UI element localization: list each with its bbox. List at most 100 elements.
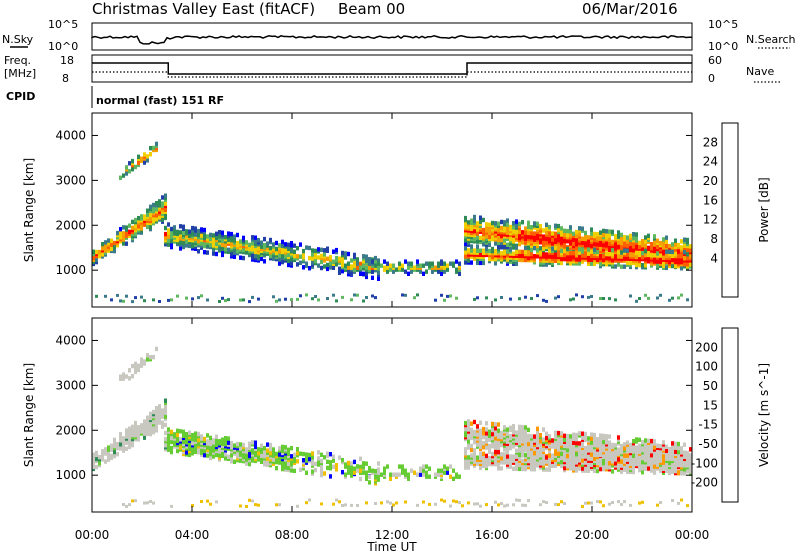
echo-cell [383, 265, 386, 270]
echo-cell [161, 195, 164, 200]
echo-cell [557, 227, 560, 233]
echo-cell [218, 230, 221, 235]
echo-cell [155, 207, 158, 212]
echo-cell [356, 468, 359, 473]
echo-cell [545, 431, 548, 436]
echo-cell [500, 242, 503, 247]
echo-cell [179, 230, 182, 235]
echo-cell [656, 456, 659, 461]
echo-cell [590, 440, 593, 445]
echo-cell [686, 455, 689, 460]
ground-scatter-cell [197, 296, 200, 300]
echo-cell [227, 247, 230, 252]
echo-cell [506, 249, 509, 254]
ground-scatter-cell [440, 498, 443, 502]
echo-cell [485, 421, 488, 426]
echo-cell [146, 357, 149, 362]
echo-cell [488, 455, 491, 461]
echo-cell [314, 461, 317, 467]
echo-cell [626, 248, 629, 253]
echo-cell [452, 261, 455, 266]
echo-cell [662, 261, 665, 266]
echo-cell [359, 261, 362, 267]
echo-cell [320, 458, 323, 464]
echo-cell [287, 451, 290, 456]
echo-cell [215, 434, 218, 439]
echo-cell [647, 257, 650, 262]
echo-cell [473, 449, 476, 454]
echo-cell [146, 224, 149, 230]
echo-cell [155, 410, 158, 415]
echo-cell [236, 441, 239, 447]
echo-cell [620, 264, 623, 269]
colorbar-tick-label: -200 [691, 476, 718, 490]
echo-cell [575, 452, 578, 457]
ground-scatter-cell [218, 300, 221, 303]
echo-cell [542, 228, 545, 233]
echo-cell [593, 237, 596, 243]
echo-cell [140, 423, 143, 428]
echo-cell [290, 454, 293, 459]
ground-scatter-cell [503, 504, 506, 508]
echo-cell [494, 422, 497, 427]
echo-cell [263, 446, 266, 451]
echo-cell [653, 439, 656, 444]
echo-cell [539, 224, 542, 229]
echo-cell [647, 448, 650, 454]
echo-cell [515, 219, 518, 224]
echo-cell [149, 355, 152, 360]
echo-cell [497, 221, 500, 226]
echo-cell [152, 202, 155, 208]
echo-cell [656, 251, 659, 256]
echo-cell [476, 424, 479, 429]
ground-scatter-cell [290, 298, 293, 302]
echo-cell [581, 431, 584, 436]
echo-cell [395, 472, 398, 477]
echo-cell [656, 443, 659, 448]
echo-cell [554, 434, 557, 439]
echo-cell [92, 452, 95, 457]
ground-scatter-cell [404, 293, 407, 297]
echo-cell [572, 237, 575, 242]
echo-cell [131, 158, 134, 164]
echo-cell [659, 456, 662, 461]
echo-cell [629, 442, 632, 448]
colorbar-tick-label: 200 [695, 340, 718, 354]
echo-cell [347, 272, 350, 277]
echo-cell [605, 459, 608, 464]
echo-cell [215, 442, 218, 448]
echo-cell [629, 260, 632, 266]
echo-cell [485, 453, 488, 459]
echo-cell [155, 201, 158, 206]
ground-scatter-cell [656, 296, 659, 300]
echo-cell [293, 452, 296, 457]
ground-scatter-cell [560, 500, 563, 504]
echo-cell [452, 468, 455, 473]
echo-cell [152, 208, 155, 214]
ground-scatter-cell [401, 293, 404, 297]
echo-cell [521, 425, 524, 430]
echo-cell [269, 442, 272, 448]
ground-scatter-cell [476, 296, 479, 300]
echo-cell [299, 467, 302, 472]
echo-cell [494, 221, 497, 226]
echo-cell [623, 453, 626, 458]
echo-cell [503, 249, 506, 254]
echo-cell [545, 226, 548, 231]
echo-cell [518, 462, 521, 468]
echo-cell [500, 219, 503, 225]
echo-cell [497, 245, 500, 250]
echo-cell [638, 240, 641, 246]
x-tick-label: 20:00 [575, 528, 610, 542]
power-colorbar: 28 24 20 16 12 8 4 [703, 122, 739, 298]
echo-cell [362, 260, 365, 265]
echo-cell [266, 241, 269, 246]
echo-cell [575, 440, 578, 446]
echo-cell [470, 431, 473, 436]
ground-scatter-cell [146, 501, 149, 505]
echo-cell [308, 456, 311, 462]
echo-cell [107, 457, 110, 462]
echo-cell [404, 259, 407, 264]
echo-cell [365, 474, 368, 479]
echo-cell [257, 457, 260, 462]
